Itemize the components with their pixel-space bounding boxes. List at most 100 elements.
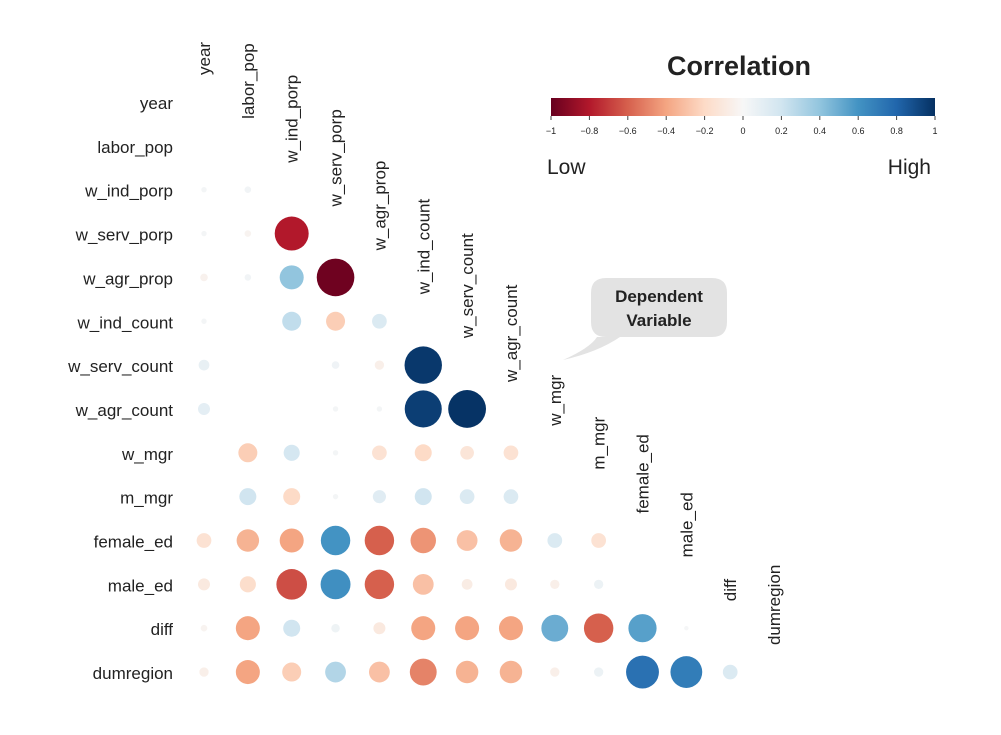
bubble-dumregion-x-diff <box>722 664 738 680</box>
callout-text-line2: Variable <box>626 311 691 330</box>
legend-tick-label: 0.6 <box>852 126 865 136</box>
legend-tick-label: 0.4 <box>814 126 827 136</box>
bubble-diff-x-w-agr-count <box>498 616 523 641</box>
callout-text-line1: Dependent <box>615 287 703 306</box>
bubble-w-agr-count-x-w-serv-count <box>448 390 486 428</box>
bubble-diff-x-labor-pop <box>235 616 260 641</box>
bubble-w-agr-count-x-w-agr-prop <box>376 406 383 412</box>
bubble-w-ind-count-x-w-agr-prop <box>372 313 387 329</box>
bubble-w-mgr-x-w-serv-porp <box>332 450 339 456</box>
bubble-w-ind-count-x-w-serv-porp <box>326 311 346 331</box>
bubble-w-agr-prop-x-year <box>200 273 208 282</box>
legend-tick-label: −0.2 <box>696 126 714 136</box>
bubble-dumregion-x-male-ed <box>670 656 703 688</box>
bubble-dumregion-x-year <box>199 667 209 677</box>
row-label-dumregion: dumregion <box>93 664 173 683</box>
bubble-m-mgr-x-w-agr-count <box>503 489 519 505</box>
bubble-dumregion-x-female-ed <box>626 655 659 689</box>
legend-low-label: Low <box>547 156 586 179</box>
bubble-female-ed-x-w-serv-count <box>456 530 478 551</box>
column-label-w-ind-count: w_ind_count <box>414 199 433 296</box>
bubble-female-ed-x-w-serv-porp <box>320 525 351 556</box>
row-label-diff: diff <box>151 620 174 639</box>
bubble-male-ed-x-year <box>197 578 211 591</box>
bubble-female-ed-x-w-mgr <box>547 533 563 548</box>
bubble-diff-x-w-mgr <box>541 614 569 642</box>
legend-tick-label: 0.8 <box>890 126 903 136</box>
column-label-m-mgr: m_mgr <box>590 416 609 469</box>
legend-tick-label: 1 <box>932 126 937 136</box>
bubble-male-ed-x-w-serv-porp <box>320 569 351 600</box>
column-label-w-ind-porp: w_ind_porp <box>283 75 302 164</box>
legend-ticks: −1 −0.8 −0.6 −0.4 −0.2 0 0.2 0.4 0.6 0.8 1 <box>546 116 938 136</box>
column-label-w-mgr: w_mgr <box>546 374 565 426</box>
dependent-variable-callout: Dependent Variable <box>563 278 727 360</box>
bubble-dumregion-x-w-agr-count <box>499 660 523 684</box>
bubble-dumregion-x-labor-pop <box>235 660 260 685</box>
legend: Correlation −1 −0.8 −0.6 −0.4 −0.2 0 0.2 0.4 0.6… <box>546 51 938 179</box>
column-label-labor-pop: labor_pop <box>239 43 258 119</box>
bubble-w-agr-count-x-w-ind-count <box>404 390 442 428</box>
bubble-w-serv-count-x-w-serv-porp <box>331 361 340 369</box>
correlation-bubbles <box>196 186 738 689</box>
bubble-w-agr-prop-x-labor-pop <box>244 274 252 281</box>
bubble-diff-x-year <box>200 624 208 632</box>
column-labels: year labor_pop w_ind_porp w_serv_porp w_agr_… <box>195 42 784 645</box>
row-label-w-mgr: w_mgr <box>121 445 173 464</box>
column-label-year: year <box>195 42 214 75</box>
legend-tick-label: −0.6 <box>619 126 637 136</box>
row-label-w-ind-porp: w_ind_porp <box>84 182 173 201</box>
bubble-m-mgr-x-w-serv-porp <box>332 493 339 500</box>
bubble-diff-x-w-serv-count <box>455 616 480 641</box>
bubble-male-ed-x-w-serv-count <box>461 578 473 590</box>
bubble-female-ed-x-w-agr-count <box>499 529 523 552</box>
bubble-w-agr-prop-x-w-serv-porp <box>316 258 355 297</box>
bubble-w-ind-count-x-w-ind-porp <box>282 311 302 331</box>
row-label-w-ind-count: w_ind_count <box>77 313 174 332</box>
bubble-diff-x-w-ind-porp <box>283 619 301 637</box>
row-labels: year labor_pop w_ind_porp w_serv_porp w_agr_… <box>67 94 173 683</box>
bubble-m-mgr-x-w-ind-porp <box>283 488 301 506</box>
bubble-w-mgr-x-w-agr-count <box>503 445 519 461</box>
bubble-dumregion-x-w-ind-porp <box>282 662 302 682</box>
column-label-w-serv-count: w_serv_count <box>458 233 477 339</box>
bubble-w-mgr-x-w-serv-count <box>460 445 474 460</box>
bubble-w-mgr-x-w-agr-prop <box>372 445 387 461</box>
legend-tick-label: 0.2 <box>775 126 788 136</box>
bubble-female-ed-x-w-ind-count <box>410 527 436 554</box>
row-label-w-serv-porp: w_serv_porp <box>75 226 173 245</box>
legend-title: Correlation <box>667 51 811 81</box>
bubble-diff-x-w-agr-prop <box>373 622 386 635</box>
legend-high-label: High <box>888 156 931 179</box>
bubble-diff-x-m-mgr <box>583 613 614 643</box>
bubble-diff-x-male-ed <box>684 626 689 631</box>
row-label-year: year <box>140 94 173 113</box>
bubble-w-mgr-x-w-ind-count <box>414 444 432 462</box>
row-label-m-mgr: m_mgr <box>120 489 173 508</box>
bubble-male-ed-x-w-ind-porp <box>276 569 308 600</box>
bubble-dumregion-x-w-ind-count <box>409 658 437 686</box>
bubble-male-ed-x-m-mgr <box>594 579 604 589</box>
bubble-dumregion-x-w-serv-count <box>455 660 479 684</box>
bubble-m-mgr-x-labor-pop <box>239 488 257 506</box>
row-label-w-agr-prop: w_agr_prop <box>82 269 173 288</box>
bubble-dumregion-x-w-serv-porp <box>325 661 346 683</box>
bubble-m-mgr-x-w-serv-count <box>459 489 475 505</box>
row-label-w-agr-count: w_agr_count <box>75 401 174 420</box>
row-label-labor-pop: labor_pop <box>97 138 173 157</box>
column-label-diff: diff <box>721 579 740 602</box>
legend-tick-label: −0.8 <box>581 126 599 136</box>
column-label-female-ed: female_ed <box>634 434 653 513</box>
bubble-male-ed-x-w-ind-count <box>412 573 434 595</box>
bubble-diff-x-w-ind-count <box>411 616 436 641</box>
bubble-dumregion-x-w-agr-prop <box>368 661 390 683</box>
column-label-w-agr-count: w_agr_count <box>502 284 521 383</box>
bubble-male-ed-x-labor-pop <box>239 576 256 593</box>
row-label-male-ed: male_ed <box>108 576 173 595</box>
bubble-w-serv-count-x-w-agr-prop <box>374 360 385 370</box>
column-label-male-ed: male_ed <box>677 492 696 557</box>
legend-colorbar <box>551 98 935 116</box>
bubble-female-ed-x-m-mgr <box>591 533 607 548</box>
